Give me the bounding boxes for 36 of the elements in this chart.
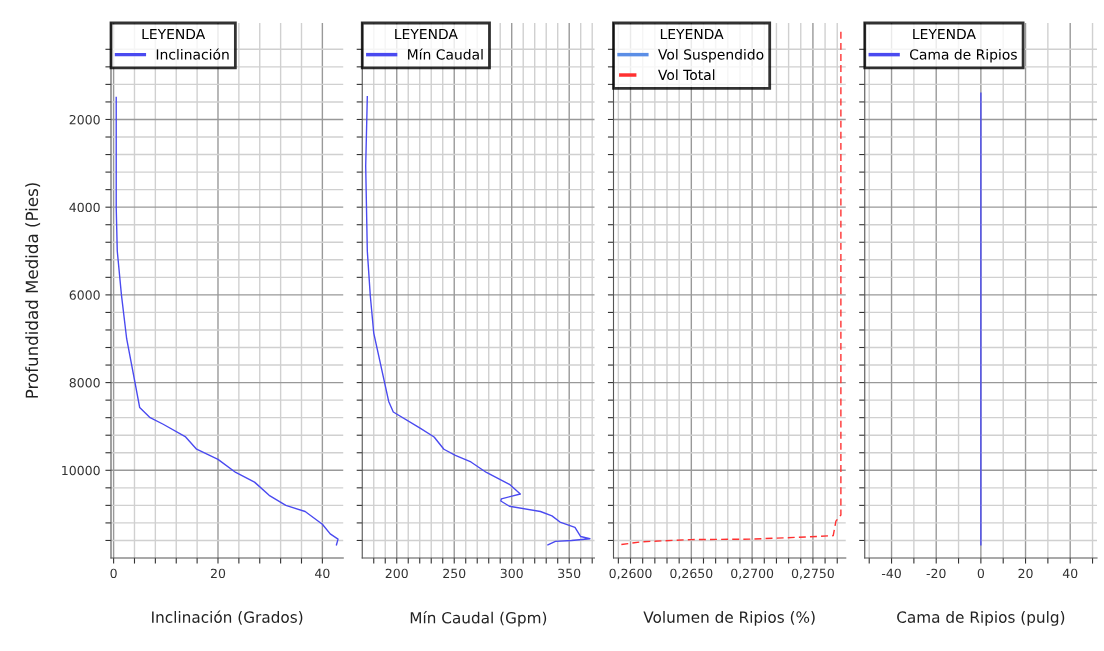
y-axis-title: Profundidad Medida (Pies) <box>25 183 41 398</box>
x-tick-label: 0,2750 <box>791 568 834 580</box>
y-tick-label: 4000 <box>69 202 100 213</box>
x-tick-label: 350 <box>558 568 581 579</box>
line-series <box>115 96 339 546</box>
y-tick-label: 2000 <box>69 114 100 125</box>
x-tick-label: 0 <box>110 568 117 579</box>
x-tick-label: 40 <box>315 568 330 579</box>
legend-title: LEYENDA <box>142 28 206 40</box>
x-tick-label: 300 <box>500 568 523 579</box>
legend-title: LEYENDA <box>660 28 724 40</box>
x-tick-label: 20 <box>210 568 226 579</box>
x-axis-title: Mín Caudal (Gpm) <box>410 611 547 627</box>
x-tick-label: 200 <box>385 568 408 579</box>
legend-title: LEYENDA <box>913 28 976 40</box>
legend-label: Inclinación <box>156 48 229 60</box>
x-axis-title: Volumen de Ripios (%) <box>643 611 815 626</box>
legend-label: Vol Suspendido <box>658 48 764 63</box>
legend-title: LEYENDA <box>395 28 458 40</box>
x-tick-label: -20 <box>926 568 946 579</box>
x-tick-label: 40 <box>1062 568 1078 579</box>
x-tick-label: 0,2700 <box>731 568 774 580</box>
x-tick-label: 0,2600 <box>609 568 652 580</box>
x-tick-label: 250 <box>443 568 466 579</box>
legend-label: Mín Caudal <box>408 48 483 60</box>
legend-label: Vol Total <box>658 69 715 81</box>
x-tick-label: 0 <box>977 568 985 579</box>
legend-label: Cama de Ripios <box>909 48 1017 63</box>
x-axis-title: Inclinación (Grados) <box>152 610 303 625</box>
y-tick-label: 6000 <box>69 290 100 300</box>
x-tick-label: 20 <box>1018 568 1033 579</box>
x-tick-label: -40 <box>881 568 901 579</box>
x-axis-title: Cama de Ripios (pulg) <box>897 611 1065 626</box>
y-tick-label: 10000 <box>62 465 100 476</box>
x-tick-label: 0,2650 <box>670 568 713 580</box>
y-tick-label: 8000 <box>69 378 100 388</box>
